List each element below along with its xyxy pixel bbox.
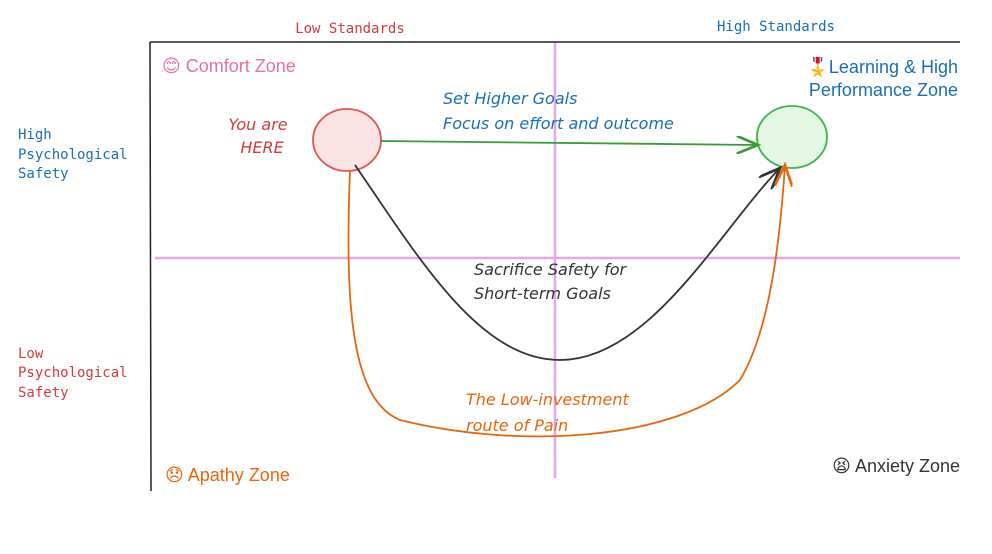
arrow <box>380 141 758 145</box>
axis-label: High <box>18 127 52 143</box>
axis-label: Psychological <box>18 147 128 163</box>
zone-label: 😊 Comfort Zone <box>162 56 296 76</box>
path-label: Sacrifice Safety for <box>474 260 628 279</box>
axis-label: Safety <box>18 166 69 182</box>
arrow <box>354 164 780 361</box>
axis-label: Safety <box>18 385 69 401</box>
zone-label: 😫 Anxiety Zone <box>832 456 960 476</box>
zone-label: 😞 Apathy Zone <box>165 465 290 485</box>
path-label: Set Higher Goals <box>443 89 577 108</box>
start-circle <box>312 108 382 172</box>
start-label: HERE <box>240 138 284 157</box>
zone-label: 🎖️Learning & High <box>807 56 959 77</box>
arrow <box>347 165 785 438</box>
goal-circle <box>756 105 828 169</box>
path-label: Focus on effort and outcome <box>443 114 674 133</box>
zone-label: Performance Zone <box>809 80 958 100</box>
axis-label: Psychological <box>18 365 128 381</box>
start-label: You are <box>228 115 287 134</box>
path-label: The Low-investment <box>466 390 629 409</box>
axis-label: Low <box>18 346 44 362</box>
axis-label: High Standards <box>717 19 835 35</box>
path-label: Short-term Goals <box>474 284 611 303</box>
path-label: route of Pain <box>466 416 568 435</box>
axis-label: Low Standards <box>295 21 405 37</box>
axis <box>149 41 152 492</box>
